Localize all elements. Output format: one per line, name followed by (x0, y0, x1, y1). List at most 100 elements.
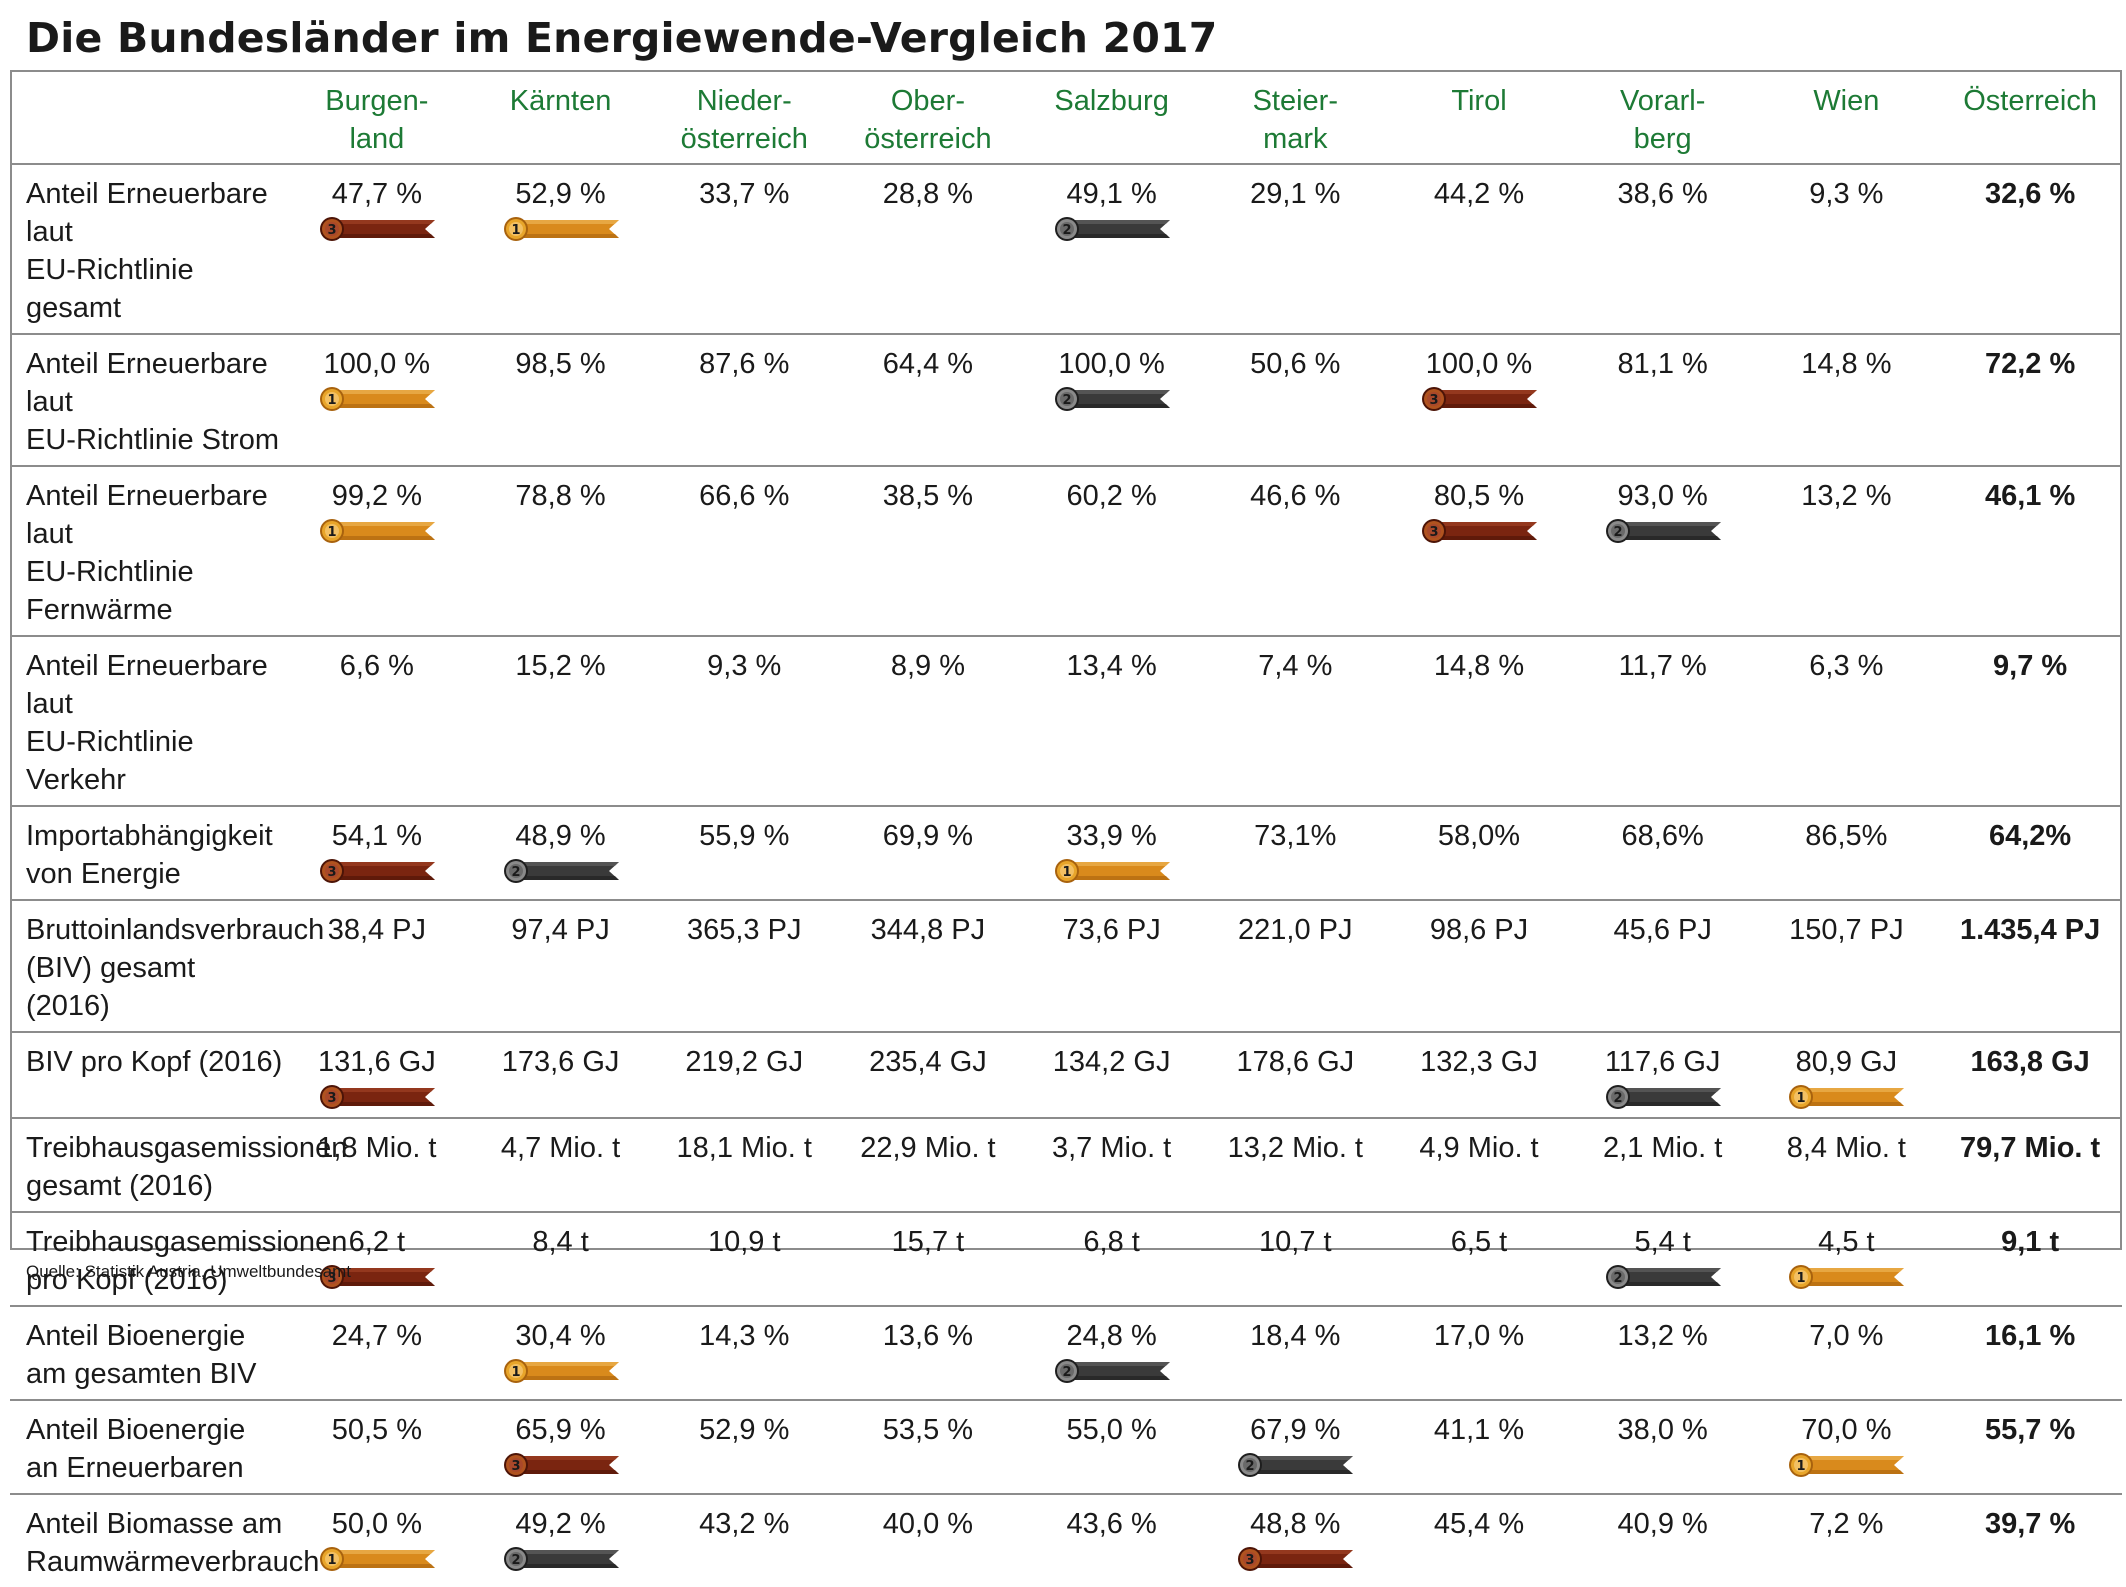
cell-value: 49,1 % (1066, 178, 1157, 210)
table-cell: 1.435,4 PJ (1938, 899, 2122, 1032)
table-cell: 45,4 % (1387, 1493, 1571, 1587)
table-cell: 38,6 % (1570, 163, 1755, 334)
table-cell: 8,4 t (468, 1211, 653, 1306)
row-label-line: EU-Richtlinie gesamt (26, 254, 194, 324)
svg-text:1: 1 (327, 1553, 336, 1568)
cell-value: 72,2 % (1984, 348, 2076, 380)
cell-value: 18,4 % (1250, 1320, 1341, 1352)
table-row: Anteil Erneuerbare laut EU-Richtlinie Str… (10, 333, 2122, 466)
cell-value: 10,9 t (707, 1226, 781, 1258)
table-cell: 100,0 % 1 (285, 333, 469, 466)
table-cell: 100,0 % 2 (1019, 333, 1204, 466)
table-cell: 7,4 % (1203, 635, 1388, 806)
table-cell: 9,1 t (1938, 1211, 2122, 1306)
cell-value: 6,3 % (1809, 650, 1884, 682)
gold-medal-ribbon-icon: 1 (1788, 1451, 1905, 1479)
bronze-medal-ribbon-icon: 3 (319, 1083, 435, 1111)
table-cell: 72,2 % (1938, 333, 2122, 466)
table-cell: 41,1 % (1387, 1399, 1571, 1494)
row-label: Anteil Biomasse am Raumwärmeverbrauch (10, 1493, 319, 1587)
table-cell: 24,8 % 2 (1019, 1305, 1204, 1400)
cell-value: 7,0 % (1809, 1320, 1884, 1352)
cell-value: 40,9 % (1617, 1508, 1708, 1540)
table-cell: 46,6 % (1203, 465, 1388, 636)
cell-value: 13,4 % (1066, 650, 1157, 682)
cell-value: 64,4 % (882, 348, 974, 380)
table-cell: 17,0 % (1387, 1305, 1571, 1400)
cell-value: 52,9 % (699, 1414, 790, 1446)
svg-text:2: 2 (1613, 525, 1622, 540)
bronze-medal-ribbon-icon: 3 (319, 1263, 435, 1291)
cell-value: 68,6% (1621, 820, 1704, 852)
column-header: Ober-österreich (836, 72, 1020, 164)
table-cell: 221,0 PJ (1203, 899, 1388, 1032)
row-label-line: an Erneuerbaren (26, 1452, 244, 1484)
table-cell: 30,4 % 1 (468, 1305, 653, 1400)
table-cell: 22,9 Mio. t (836, 1117, 1020, 1212)
cell-value: 99,2 % (331, 480, 422, 512)
table-cell: 13,2 % (1570, 1305, 1755, 1400)
table-cell: 55,7 % (1938, 1399, 2122, 1494)
svg-text:1: 1 (511, 1365, 520, 1380)
table-cell: 60,2 % (1019, 465, 1204, 636)
silver-medal-ribbon-icon: 2 (1605, 1083, 1721, 1111)
svg-text:1: 1 (1797, 1091, 1806, 1106)
table-cell: 69,9 % (836, 805, 1020, 900)
table-cell: 73,1% (1203, 805, 1388, 900)
table-cell: 80,5 % 3 (1387, 465, 1571, 636)
cell-value: 13,6 % (882, 1320, 974, 1352)
cell-value: 38,6 % (1617, 178, 1708, 210)
cell-value: 65,9 % (515, 1414, 606, 1446)
table-cell: 8,4 Mio. t (1754, 1117, 1939, 1212)
row-label-line: Anteil Bioenergie (26, 1414, 246, 1446)
table-cell: 28,8 % (836, 163, 1020, 334)
table-cell: 48,8 % 3 (1203, 1493, 1388, 1587)
gold-medal-ribbon-icon: 1 (319, 517, 435, 545)
svg-text:1: 1 (327, 525, 336, 540)
table-cell: 7,2 % (1754, 1493, 1939, 1587)
table-cell: 55,9 % (652, 805, 837, 900)
cell-value: 10,7 t (1259, 1226, 1332, 1258)
table-cell: 344,8 PJ (836, 899, 1020, 1032)
table-cell: 100,0 % 3 (1387, 333, 1571, 466)
svg-text:3: 3 (1246, 1553, 1255, 1568)
svg-text:1: 1 (1797, 1459, 1806, 1474)
cell-value: 365,3 PJ (686, 914, 802, 946)
table-cell: 33,9 % 1 (1019, 805, 1204, 900)
table-row: Anteil Erneuerbare laut EU-Richtlinie ges… (10, 163, 2122, 334)
row-label: BIV pro Kopf (2016) (10, 1031, 286, 1118)
table-cell: 2,1 Mio. t (1570, 1117, 1755, 1212)
column-header-line: Salzburg (1054, 85, 1169, 117)
cell-value: 53,5 % (882, 1414, 974, 1446)
cell-value: 55,7 % (1984, 1414, 2076, 1446)
column-header-line: berg (1633, 123, 1692, 155)
table-cell: 50,5 % (285, 1399, 469, 1494)
cell-value: 79,7 Mio. t (1960, 1132, 2101, 1164)
row-label-line: (BIV) gesamt (2016) (26, 952, 196, 1022)
table-cell: 132,3 GJ (1387, 1031, 1571, 1118)
table-cell: 131,6 GJ 3 (285, 1031, 469, 1118)
table-cell: 14,8 % (1754, 333, 1939, 466)
table-cell: 87,6 % (652, 333, 837, 466)
cell-value: 219,2 GJ (685, 1046, 804, 1078)
cell-value: 44,2 % (1433, 178, 1525, 210)
cell-value: 100,0 % (1425, 348, 1533, 380)
row-label: Anteil Erneuerbare laut EU-Richtlinie Str… (10, 333, 286, 466)
cell-value: 8,4 Mio. t (1786, 1132, 1906, 1164)
cell-value: 50,6 % (1250, 348, 1341, 380)
table-cell: 66,6 % (652, 465, 837, 636)
gold-medal-ribbon-icon: 1 (1788, 1083, 1905, 1111)
table-cell: 235,4 GJ (836, 1031, 1020, 1118)
svg-text:2: 2 (1613, 1091, 1622, 1106)
cell-value: 9,3 % (707, 650, 782, 682)
table-cell: 33,7 % (652, 163, 837, 334)
cell-value: 6,8 t (1083, 1226, 1140, 1258)
silver-medal-ribbon-icon: 2 (503, 1545, 619, 1573)
row-label-line: am gesamten BIV (26, 1358, 257, 1390)
cell-value: 28,8 % (882, 178, 974, 210)
table-cell: 15,7 t (836, 1211, 1020, 1306)
cell-value: 235,4 GJ (869, 1046, 987, 1078)
cell-value: 81,1 % (1617, 348, 1708, 380)
svg-text:2: 2 (1062, 223, 1071, 238)
column-header-line: Ober- (890, 85, 965, 117)
